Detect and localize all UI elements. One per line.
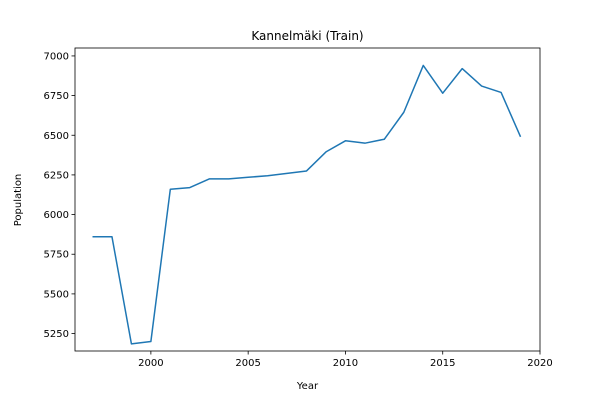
y-tick-label: 5250 (44, 329, 69, 340)
x-tick-label: 2000 (138, 358, 163, 369)
plot-area-frame (74, 47, 541, 352)
y-tick-label: 6000 (44, 210, 69, 221)
y-tick-label: 6500 (44, 131, 69, 142)
data-points (92, 65, 521, 344)
x-tick-label: 2005 (235, 358, 260, 369)
x-axis: 2000 2005 2010 2015 2020 (138, 351, 553, 369)
y-tick-label: 6750 (44, 91, 69, 102)
y-tick-label: 6250 (44, 170, 69, 181)
y-tick-label: 5500 (44, 289, 69, 300)
y-tick-label: 7000 (44, 51, 69, 62)
chart-title: Kannelmäki (Train) (251, 29, 363, 43)
y-axis-label: Population (13, 174, 24, 227)
series-line (92, 64, 522, 345)
y-axis: 5250 5500 5750 6000 6250 6500 6750 7000 (44, 51, 75, 340)
x-tick-label: 2010 (333, 358, 358, 369)
y-tick-label: 5750 (44, 250, 69, 261)
x-tick-label: 2015 (430, 358, 455, 369)
x-axis-label: Year (296, 381, 319, 392)
x-tick-label: 2020 (527, 358, 552, 369)
